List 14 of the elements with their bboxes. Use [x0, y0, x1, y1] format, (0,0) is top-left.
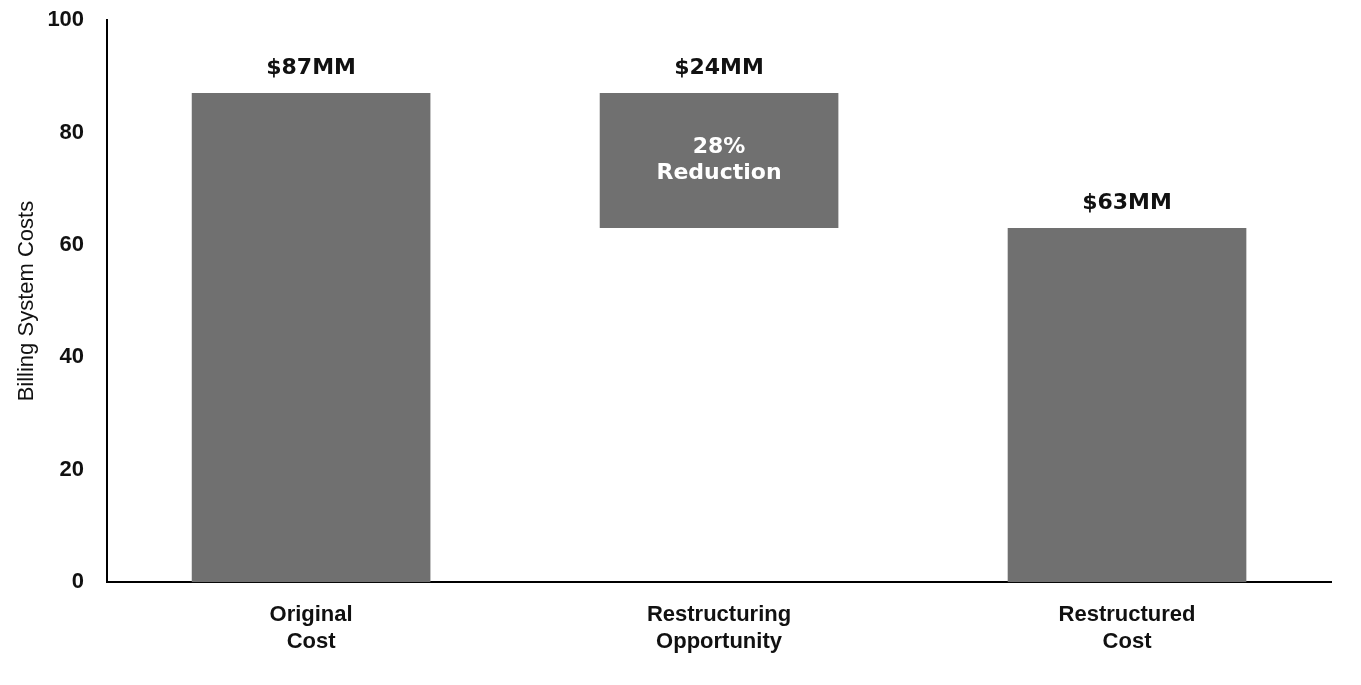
y-tick-label: 100 — [47, 6, 85, 32]
y-tick-label: 20 — [59, 455, 85, 481]
x-tick-label: Original Cost — [269, 601, 353, 653]
y-tick-label: 60 — [59, 230, 85, 256]
annotation: 28% Reduction — [656, 133, 782, 185]
y-tick-label: 40 — [59, 343, 85, 369]
y-axis-title: Billing System Costs — [13, 200, 39, 402]
x-tick-label: Restructuring Opportunity — [646, 601, 792, 653]
y-tick-label: 0 — [71, 568, 85, 594]
data-label: $24MM — [674, 53, 764, 79]
y-tick-label: 80 — [59, 118, 85, 144]
data-label: $87MM — [266, 53, 356, 79]
x-tick-label: Restructured Cost — [1058, 601, 1196, 653]
data-label: $63MM — [1082, 188, 1172, 214]
